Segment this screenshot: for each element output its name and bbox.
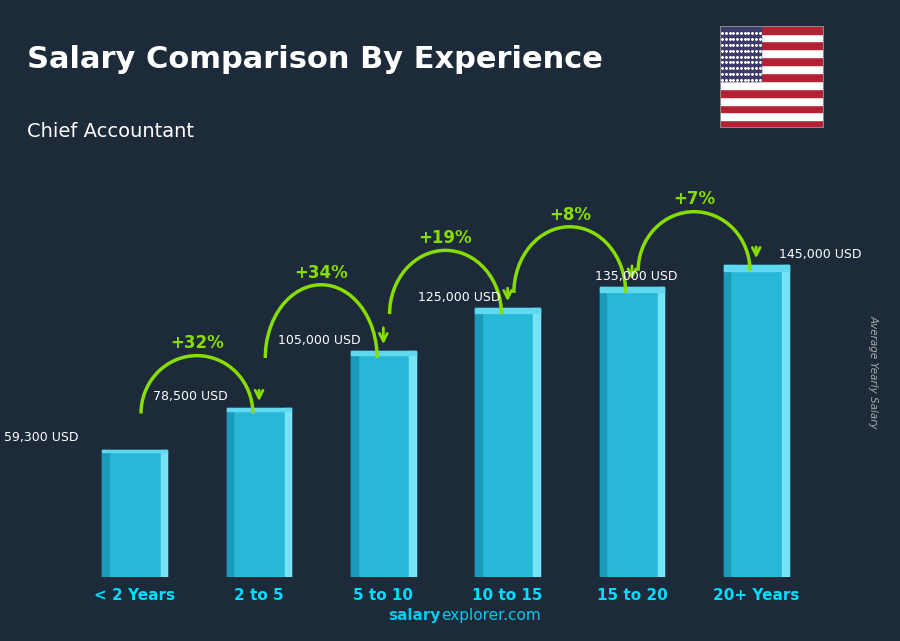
Bar (160, 449, 167, 577)
Bar (720, 121, 824, 128)
Bar (103, 449, 167, 577)
Bar (720, 73, 824, 81)
Bar (720, 104, 824, 112)
Text: 59,300 USD: 59,300 USD (4, 431, 79, 444)
Bar (475, 308, 482, 577)
Bar (534, 308, 540, 577)
Text: +8%: +8% (549, 206, 590, 224)
Bar (658, 287, 664, 577)
Bar (720, 33, 824, 42)
Bar (724, 265, 788, 271)
Text: explorer.com: explorer.com (441, 608, 541, 623)
Bar (410, 351, 416, 577)
Bar (351, 351, 416, 355)
Bar (103, 449, 167, 452)
Text: 78,500 USD: 78,500 USD (153, 390, 229, 403)
Text: +7%: +7% (673, 190, 716, 208)
Bar (720, 65, 824, 73)
Bar (720, 49, 824, 57)
Bar (720, 26, 824, 33)
Bar (599, 287, 664, 292)
Bar (720, 42, 824, 49)
Text: 105,000 USD: 105,000 USD (278, 334, 360, 347)
Bar (720, 112, 824, 121)
Bar (720, 88, 824, 97)
Bar (724, 265, 788, 577)
Bar (720, 97, 824, 104)
Bar (720, 81, 824, 88)
Text: 135,000 USD: 135,000 USD (595, 270, 677, 283)
Bar (351, 351, 357, 577)
Bar (227, 408, 292, 412)
Bar (720, 26, 761, 81)
Text: Salary Comparison By Experience: Salary Comparison By Experience (27, 45, 603, 74)
Bar (227, 408, 292, 577)
Text: 145,000 USD: 145,000 USD (778, 248, 861, 261)
Text: salary: salary (389, 608, 441, 623)
Text: 125,000 USD: 125,000 USD (418, 291, 500, 304)
Text: +32%: +32% (170, 335, 224, 353)
Text: +19%: +19% (418, 229, 472, 247)
Bar (475, 308, 540, 313)
Bar (724, 265, 731, 577)
Bar (285, 408, 292, 577)
Bar (227, 408, 233, 577)
Bar (782, 265, 788, 577)
Bar (720, 57, 824, 65)
Text: Average Yearly Salary: Average Yearly Salary (868, 315, 878, 429)
Bar (475, 308, 540, 577)
Bar (351, 351, 416, 577)
Text: +34%: +34% (294, 263, 348, 281)
Bar (599, 287, 664, 577)
Bar (103, 449, 109, 577)
Bar (599, 287, 606, 577)
Text: Chief Accountant: Chief Accountant (27, 122, 194, 141)
